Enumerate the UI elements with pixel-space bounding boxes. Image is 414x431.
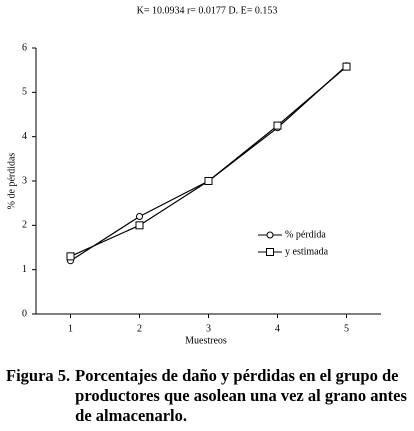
marker — [204, 177, 213, 185]
marker — [273, 121, 282, 130]
y-tick-label: 1 — [22, 264, 27, 275]
chart-subtitle: K= 10.0934 r= 0.0177 D. E= 0.153 — [137, 5, 278, 16]
caption: Figura 5. Porcentajes de daño y pérdidas… — [6, 366, 410, 426]
series-line — [70, 66, 347, 257]
x-tick-label: 5 — [344, 323, 349, 334]
marker — [266, 248, 274, 256]
marker — [266, 231, 274, 239]
x-axis-label: Muestreos — [185, 335, 227, 346]
x-tick-label: 2 — [137, 323, 142, 334]
y-tick-label: 6 — [22, 42, 27, 53]
y-tick-label: 2 — [22, 220, 27, 231]
caption-text: Porcentajes de daño y pérdidas en el gru… — [75, 366, 407, 425]
y-tick-label: 0 — [22, 308, 27, 319]
marker — [135, 221, 144, 230]
legend-label: y estimada — [285, 246, 329, 257]
marker — [136, 212, 143, 220]
x-tick-label: 3 — [206, 323, 211, 334]
y-tick-label: 4 — [22, 131, 27, 142]
chart: K= 10.0934 r= 0.0177 D. E= 0.153 Muestre… — [6, 5, 381, 346]
y-axis-label: % de pérdidas — [6, 153, 17, 210]
x-tick-label: 4 — [275, 323, 280, 334]
y-tick-label: 3 — [22, 175, 27, 186]
marker — [342, 62, 351, 71]
y-tick-label: 5 — [22, 87, 27, 98]
marker — [66, 252, 75, 261]
legend-label: % pérdida — [285, 229, 326, 240]
caption-label: Figura 5. — [6, 366, 71, 385]
x-tick-label: 1 — [68, 323, 73, 334]
